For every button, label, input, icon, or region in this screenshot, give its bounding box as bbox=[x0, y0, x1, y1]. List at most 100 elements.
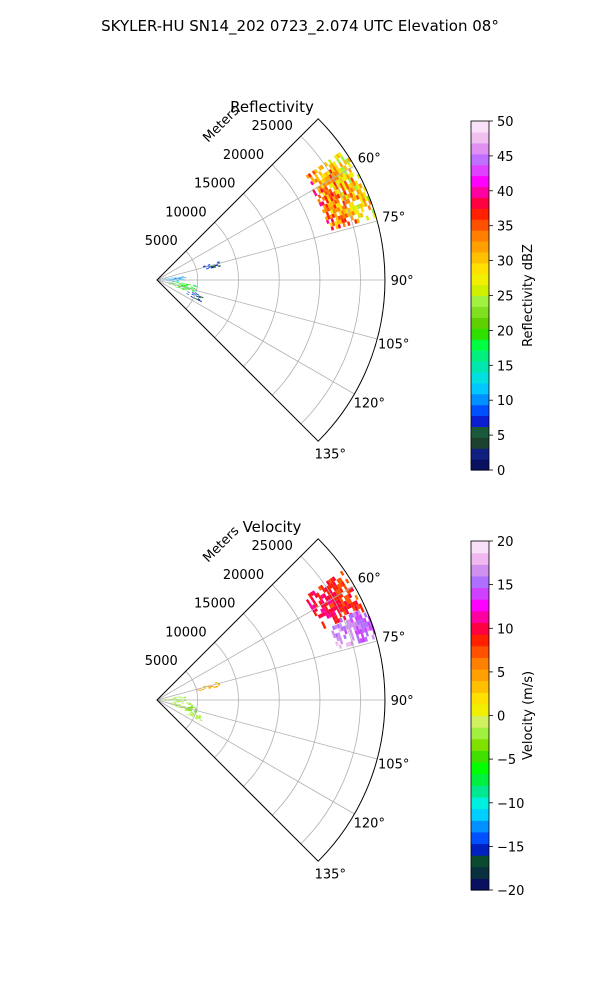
echo-gate bbox=[326, 219, 330, 224]
echo-gate bbox=[321, 201, 325, 206]
echo-gate bbox=[187, 288, 190, 290]
echo-gate bbox=[338, 219, 343, 225]
echo-gate bbox=[328, 193, 333, 198]
echo-gate bbox=[351, 636, 355, 641]
echo-gate bbox=[320, 608, 325, 613]
echo-gate bbox=[171, 702, 174, 703]
echo-gate bbox=[356, 615, 361, 621]
echo-gate bbox=[173, 703, 177, 705]
echo-gate bbox=[363, 201, 368, 207]
echo-gate bbox=[322, 593, 327, 598]
echo-gate bbox=[333, 199, 338, 205]
echo-gate bbox=[325, 211, 330, 217]
colorbar-swatch bbox=[471, 796, 489, 810]
echo-gate bbox=[180, 706, 183, 708]
echo-gate bbox=[332, 611, 337, 616]
echo-gate bbox=[368, 199, 373, 206]
echo-gate bbox=[210, 266, 214, 269]
colorbar-swatch bbox=[471, 219, 489, 231]
echo-gate bbox=[188, 702, 192, 704]
echo-gate bbox=[178, 278, 182, 279]
echo-gate bbox=[347, 178, 353, 184]
echo-gate bbox=[330, 167, 335, 173]
echo-gate bbox=[328, 603, 333, 609]
echo-gate bbox=[174, 701, 177, 703]
echo-gate bbox=[362, 617, 367, 623]
echo-gate bbox=[181, 702, 184, 704]
echo-gate bbox=[326, 170, 331, 176]
colorbar-tick-label: 15 bbox=[497, 359, 514, 374]
echo-gate bbox=[173, 277, 177, 279]
echo-gate bbox=[360, 623, 364, 629]
range-tick-label: 15000 bbox=[194, 177, 235, 192]
echo-gate bbox=[354, 605, 359, 611]
theta-tick-label: 90° bbox=[391, 694, 414, 709]
colorbar-swatch bbox=[471, 240, 489, 253]
theta-gridline bbox=[156, 699, 355, 815]
echo-gate bbox=[347, 598, 353, 604]
echo-gate bbox=[340, 581, 346, 587]
colorbar-swatch bbox=[471, 459, 489, 471]
echo-gate bbox=[350, 171, 355, 178]
theta-tick-label: 120° bbox=[354, 397, 385, 412]
echo-gate bbox=[174, 697, 177, 699]
echo-gate bbox=[318, 170, 323, 176]
echo-gate bbox=[343, 180, 348, 186]
echo-gate bbox=[326, 590, 331, 596]
echo-gate bbox=[191, 293, 195, 296]
echo-gate bbox=[359, 638, 364, 644]
range-ring bbox=[271, 584, 321, 816]
echo-gate bbox=[353, 195, 358, 201]
echo-gate bbox=[309, 596, 315, 601]
echo-gate bbox=[349, 211, 353, 217]
colorbar-swatch bbox=[471, 164, 489, 177]
echo-region-far-cell-upper bbox=[305, 570, 365, 629]
echo-gate bbox=[168, 282, 172, 284]
echo-gate bbox=[356, 620, 360, 626]
echo-gate bbox=[333, 619, 338, 625]
echo-gate bbox=[332, 581, 337, 587]
echo-gate bbox=[334, 221, 338, 226]
echo-gate bbox=[198, 715, 202, 718]
echo-gate bbox=[189, 713, 192, 716]
reflectivity-title: Reflectivity bbox=[230, 98, 314, 116]
echo-gate bbox=[352, 601, 357, 607]
echo-gate bbox=[210, 265, 214, 268]
echo-gate bbox=[198, 296, 201, 299]
echo-gate bbox=[349, 602, 355, 608]
echo-gate bbox=[206, 267, 209, 270]
echo-gate bbox=[330, 162, 335, 168]
echo-gate bbox=[309, 591, 314, 597]
echo-gate bbox=[331, 576, 337, 582]
echo-gate bbox=[347, 623, 351, 629]
echo-gate bbox=[324, 596, 329, 602]
echo-gate bbox=[311, 170, 316, 175]
echo-gate bbox=[312, 599, 317, 605]
echo-gate bbox=[199, 300, 202, 303]
echo-gate bbox=[178, 282, 182, 284]
echo-gate bbox=[196, 293, 200, 296]
echo-gate bbox=[169, 282, 172, 283]
echo-gate bbox=[332, 181, 338, 187]
echo-gate bbox=[171, 283, 174, 284]
echo-gate bbox=[353, 626, 357, 632]
echo-gate bbox=[343, 185, 348, 191]
echo-gate bbox=[171, 282, 174, 284]
echo-gate bbox=[181, 697, 184, 699]
colorbar-swatch bbox=[471, 552, 489, 565]
echo-gate bbox=[361, 628, 366, 634]
echo-gate bbox=[195, 717, 198, 720]
echo-gate bbox=[333, 204, 337, 209]
colorbar-swatch bbox=[471, 866, 489, 879]
echo-gate bbox=[339, 587, 344, 593]
echo-gate bbox=[189, 709, 193, 711]
colorbar-swatch bbox=[471, 855, 489, 868]
echo-gate bbox=[350, 201, 355, 207]
theta-tick-label: 75° bbox=[382, 631, 405, 646]
echo-gate bbox=[186, 702, 189, 704]
echo-gate bbox=[328, 584, 333, 589]
echo-gate bbox=[327, 579, 333, 584]
theta-tick-label: 135° bbox=[315, 447, 346, 462]
echo-gate bbox=[318, 595, 323, 601]
echo-gate bbox=[334, 208, 339, 213]
